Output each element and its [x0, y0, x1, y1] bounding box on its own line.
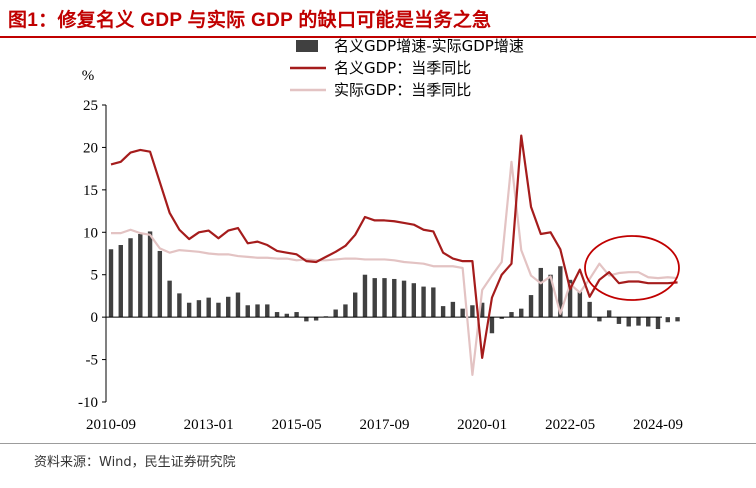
- gdp-gap-bar: [450, 301, 456, 318]
- gdp-gap-bar: [118, 245, 123, 318]
- x-tick-label: 2024-09: [633, 417, 683, 433]
- gdp-gap-bar: [675, 317, 680, 322]
- gdp-gap-bar: [558, 266, 563, 318]
- nominal-gdp-line: [110, 134, 678, 359]
- gdp-gap-bar: [304, 317, 309, 322]
- line-series: [110, 134, 678, 376]
- gdp-gap-bar: [216, 302, 221, 318]
- x-tick-label: 2015-05: [272, 417, 322, 433]
- bar-series: [108, 231, 680, 334]
- gdp-gap-bar: [235, 292, 241, 318]
- gdp-gap-bar: [597, 317, 602, 322]
- y-tick-label: 5: [91, 268, 99, 284]
- gdp-gap-bar: [138, 233, 143, 318]
- x-tick-label: 2010-09: [86, 417, 136, 433]
- gdp-gap-bar: [245, 305, 250, 318]
- gdp-gap-bar: [587, 301, 592, 318]
- gdp-gap-bar: [606, 310, 612, 318]
- gdp-gap-bar: [333, 309, 338, 318]
- gdp-gap-bar: [265, 304, 270, 318]
- highlight-ellipse: [584, 235, 680, 301]
- gdp-gap-bar: [343, 304, 348, 318]
- gdp-gap-bar: [655, 317, 661, 330]
- gdp-gap-bar: [226, 296, 231, 318]
- gdp-gap-bar: [479, 302, 485, 318]
- gdp-gap-bar: [255, 304, 260, 318]
- y-tick-label: 0: [91, 310, 99, 326]
- gdp-gap-bar: [372, 278, 377, 318]
- legend-swatch-gap: [296, 40, 318, 52]
- gdp-gap-bar: [636, 317, 641, 326]
- gdp-gap-bar: [177, 293, 182, 318]
- legend-label: 名义GDP：当季同比: [334, 59, 471, 77]
- gdp-gap-bar: [509, 312, 514, 318]
- gdp-gap-bar: [401, 280, 407, 318]
- gdp-gap-bar: [147, 231, 153, 318]
- annotation: [584, 235, 680, 301]
- gdp-gap-bar: [128, 238, 133, 318]
- y-tick-label: 20: [83, 140, 98, 156]
- legend-label: 实际GDP：当季同比: [334, 81, 471, 99]
- real-gdp-line: [111, 160, 678, 376]
- gdp-gap-bar: [274, 312, 280, 318]
- gdp-gap-bar: [392, 278, 397, 318]
- gdp-gap-bar: [382, 278, 387, 318]
- chart: -10 -5 0 5 10 15 20 25% 2010-09 2013-01 2015-05 201…: [78, 37, 683, 433]
- gdp-gap-bar: [411, 283, 417, 318]
- gdp-gap-bar: [519, 308, 524, 318]
- gdp-gap-bar: [353, 292, 358, 318]
- gdp-gap-bar: [646, 317, 651, 327]
- gdp-gap-bar: [616, 317, 622, 324]
- footer-rule: [0, 443, 756, 444]
- gdp-gap-bar: [421, 286, 426, 318]
- x-tick-label: 2022-05: [545, 417, 595, 433]
- y-tick-label: 10: [83, 225, 98, 241]
- title-rule: [0, 36, 756, 38]
- gdp-gap-bar: [362, 274, 368, 318]
- gdp-gap-bar: [284, 313, 290, 318]
- gdp-gap-bar: [157, 250, 163, 318]
- chart-title: 图1：修复名义 GDP 与实际 GDP 的缺口可能是当务之急: [8, 10, 492, 31]
- gdp-gap-bar: [538, 267, 543, 318]
- gdp-gap-bar: [313, 317, 319, 321]
- gdp-gap-bar: [567, 279, 573, 318]
- gdp-gap-bar: [440, 306, 446, 318]
- x-tick-label: 2017-09: [360, 417, 410, 433]
- y-axis-label: %: [82, 68, 95, 84]
- y-tick-label: -10: [78, 395, 98, 411]
- y-tick-label: 25: [83, 98, 98, 114]
- gdp-gap-bar: [431, 287, 436, 318]
- gdp-gap-bar: [626, 317, 631, 327]
- y-tick-label: 15: [83, 183, 98, 199]
- gdp-gap-bar: [206, 297, 211, 318]
- gdp-gap-bar: [489, 317, 495, 334]
- gdp-gap-bar: [470, 305, 475, 318]
- gdp-gap-bar: [665, 317, 670, 323]
- gdp-gap-bar: [460, 308, 465, 318]
- gdp-gap-bar: [196, 300, 202, 318]
- gdp-gap-bar: [294, 312, 299, 318]
- gdp-gap-bar: [108, 249, 114, 318]
- gdp-gap-bar: [528, 295, 534, 318]
- gdp-gap-bar: [577, 291, 583, 318]
- gdp-gap-bar: [499, 317, 504, 319]
- x-tick-label: 2013-01: [184, 417, 234, 433]
- x-tick-label: 2020-01: [457, 417, 507, 433]
- axes: -10 -5 0 5 10 15 20 25% 2010-09 2013-01 2015-05 201…: [78, 68, 683, 433]
- gdp-gap-bar: [167, 280, 172, 318]
- legend-label: 名义GDP增速-实际GDP增速: [334, 37, 524, 55]
- gdp-gap-bar: [186, 302, 192, 318]
- gdp-gap-bar: [548, 274, 553, 318]
- source-note: 资料来源：Wind，民生证券研究院: [34, 455, 236, 470]
- y-tick-label: -5: [86, 353, 99, 369]
